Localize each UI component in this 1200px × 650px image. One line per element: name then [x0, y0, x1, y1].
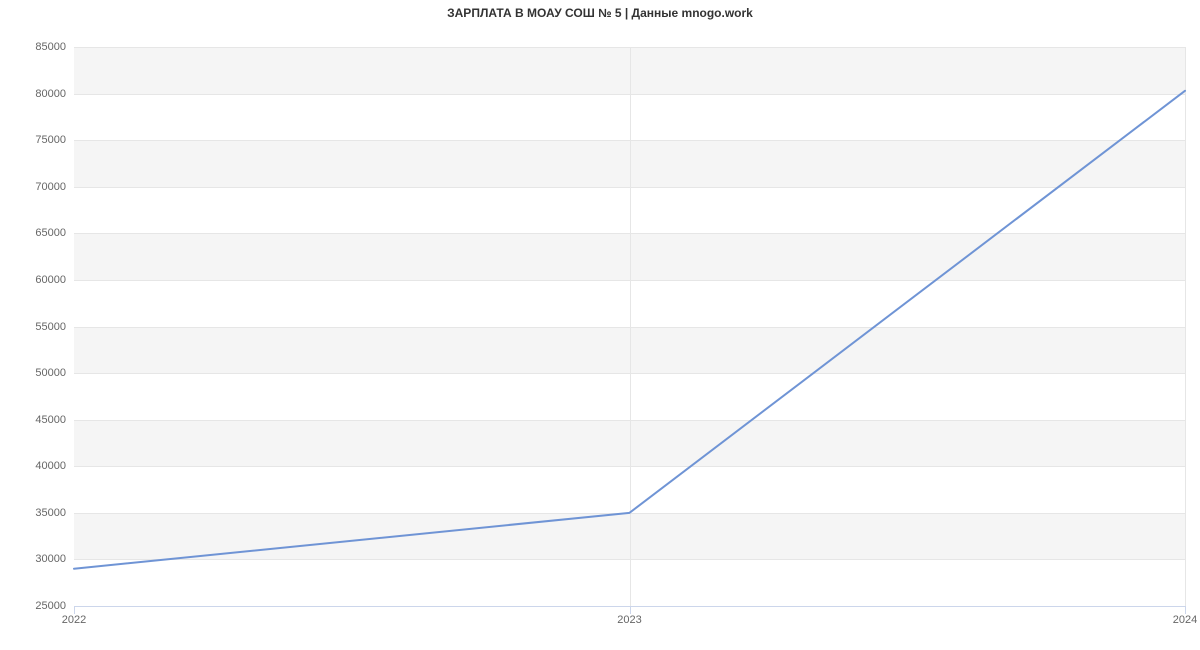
y-tick-label: 85000: [35, 41, 66, 53]
y-tick-label: 50000: [35, 367, 66, 379]
plot-area: 2500030000350004000045000500005500060000…: [74, 47, 1185, 606]
y-tick-label: 75000: [35, 134, 66, 146]
chart-title: ЗАРПЛАТА В МОАУ СОШ № 5 | Данные mnogo.w…: [0, 6, 1200, 20]
y-tick-label: 65000: [35, 227, 66, 239]
x-tick-label: 2022: [62, 614, 86, 626]
x-tick-mark: [1185, 606, 1186, 614]
y-tick-label: 35000: [35, 507, 66, 519]
y-tick-label: 45000: [35, 414, 66, 426]
y-tick-label: 60000: [35, 274, 66, 286]
y-tick-label: 80000: [35, 88, 66, 100]
y-tick-label: 55000: [35, 321, 66, 333]
x-axis-line: [74, 606, 1185, 607]
y-tick-label: 30000: [35, 553, 66, 565]
x-tick-label: 2024: [1173, 614, 1197, 626]
x-gridline: [1185, 47, 1186, 606]
x-tick-mark: [74, 606, 75, 614]
salary-line-chart: ЗАРПЛАТА В МОАУ СОШ № 5 | Данные mnogo.w…: [0, 0, 1200, 650]
series-line: [74, 47, 1185, 606]
x-tick-label: 2023: [617, 614, 641, 626]
y-tick-label: 40000: [35, 460, 66, 472]
x-tick-mark: [630, 606, 631, 614]
y-tick-label: 25000: [35, 600, 66, 612]
y-tick-label: 70000: [35, 181, 66, 193]
